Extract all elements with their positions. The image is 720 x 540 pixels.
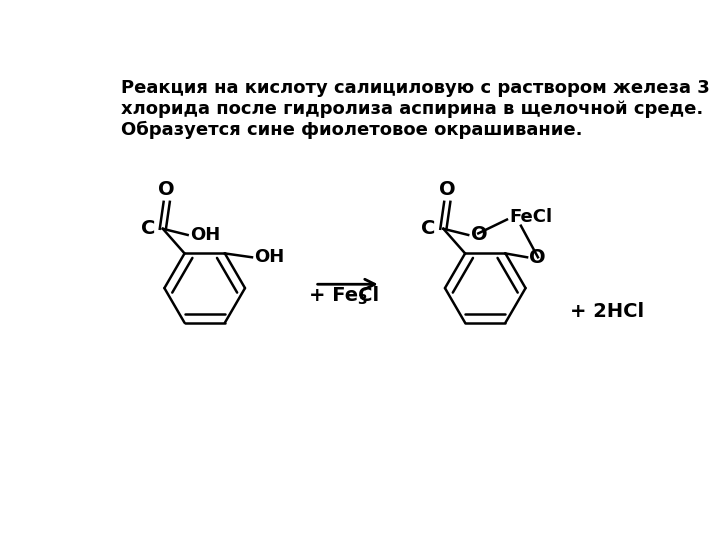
Text: FeCl: FeCl xyxy=(509,208,552,226)
Text: O: O xyxy=(439,180,456,199)
Text: O: O xyxy=(529,248,546,267)
Text: 3: 3 xyxy=(357,293,367,307)
Text: OH: OH xyxy=(190,226,220,244)
Text: O: O xyxy=(471,225,487,245)
Text: C: C xyxy=(140,219,155,238)
Text: O: O xyxy=(158,180,175,199)
Text: OH: OH xyxy=(254,248,284,266)
Text: Реакция на кислоту салициловую с раствором железа 3
хлорида после гидролиза аспи: Реакция на кислоту салициловую с раствор… xyxy=(121,79,709,139)
Text: C: C xyxy=(421,219,436,238)
Text: + 2HCl: + 2HCl xyxy=(570,302,644,321)
Text: + FeCl: + FeCl xyxy=(310,286,379,305)
